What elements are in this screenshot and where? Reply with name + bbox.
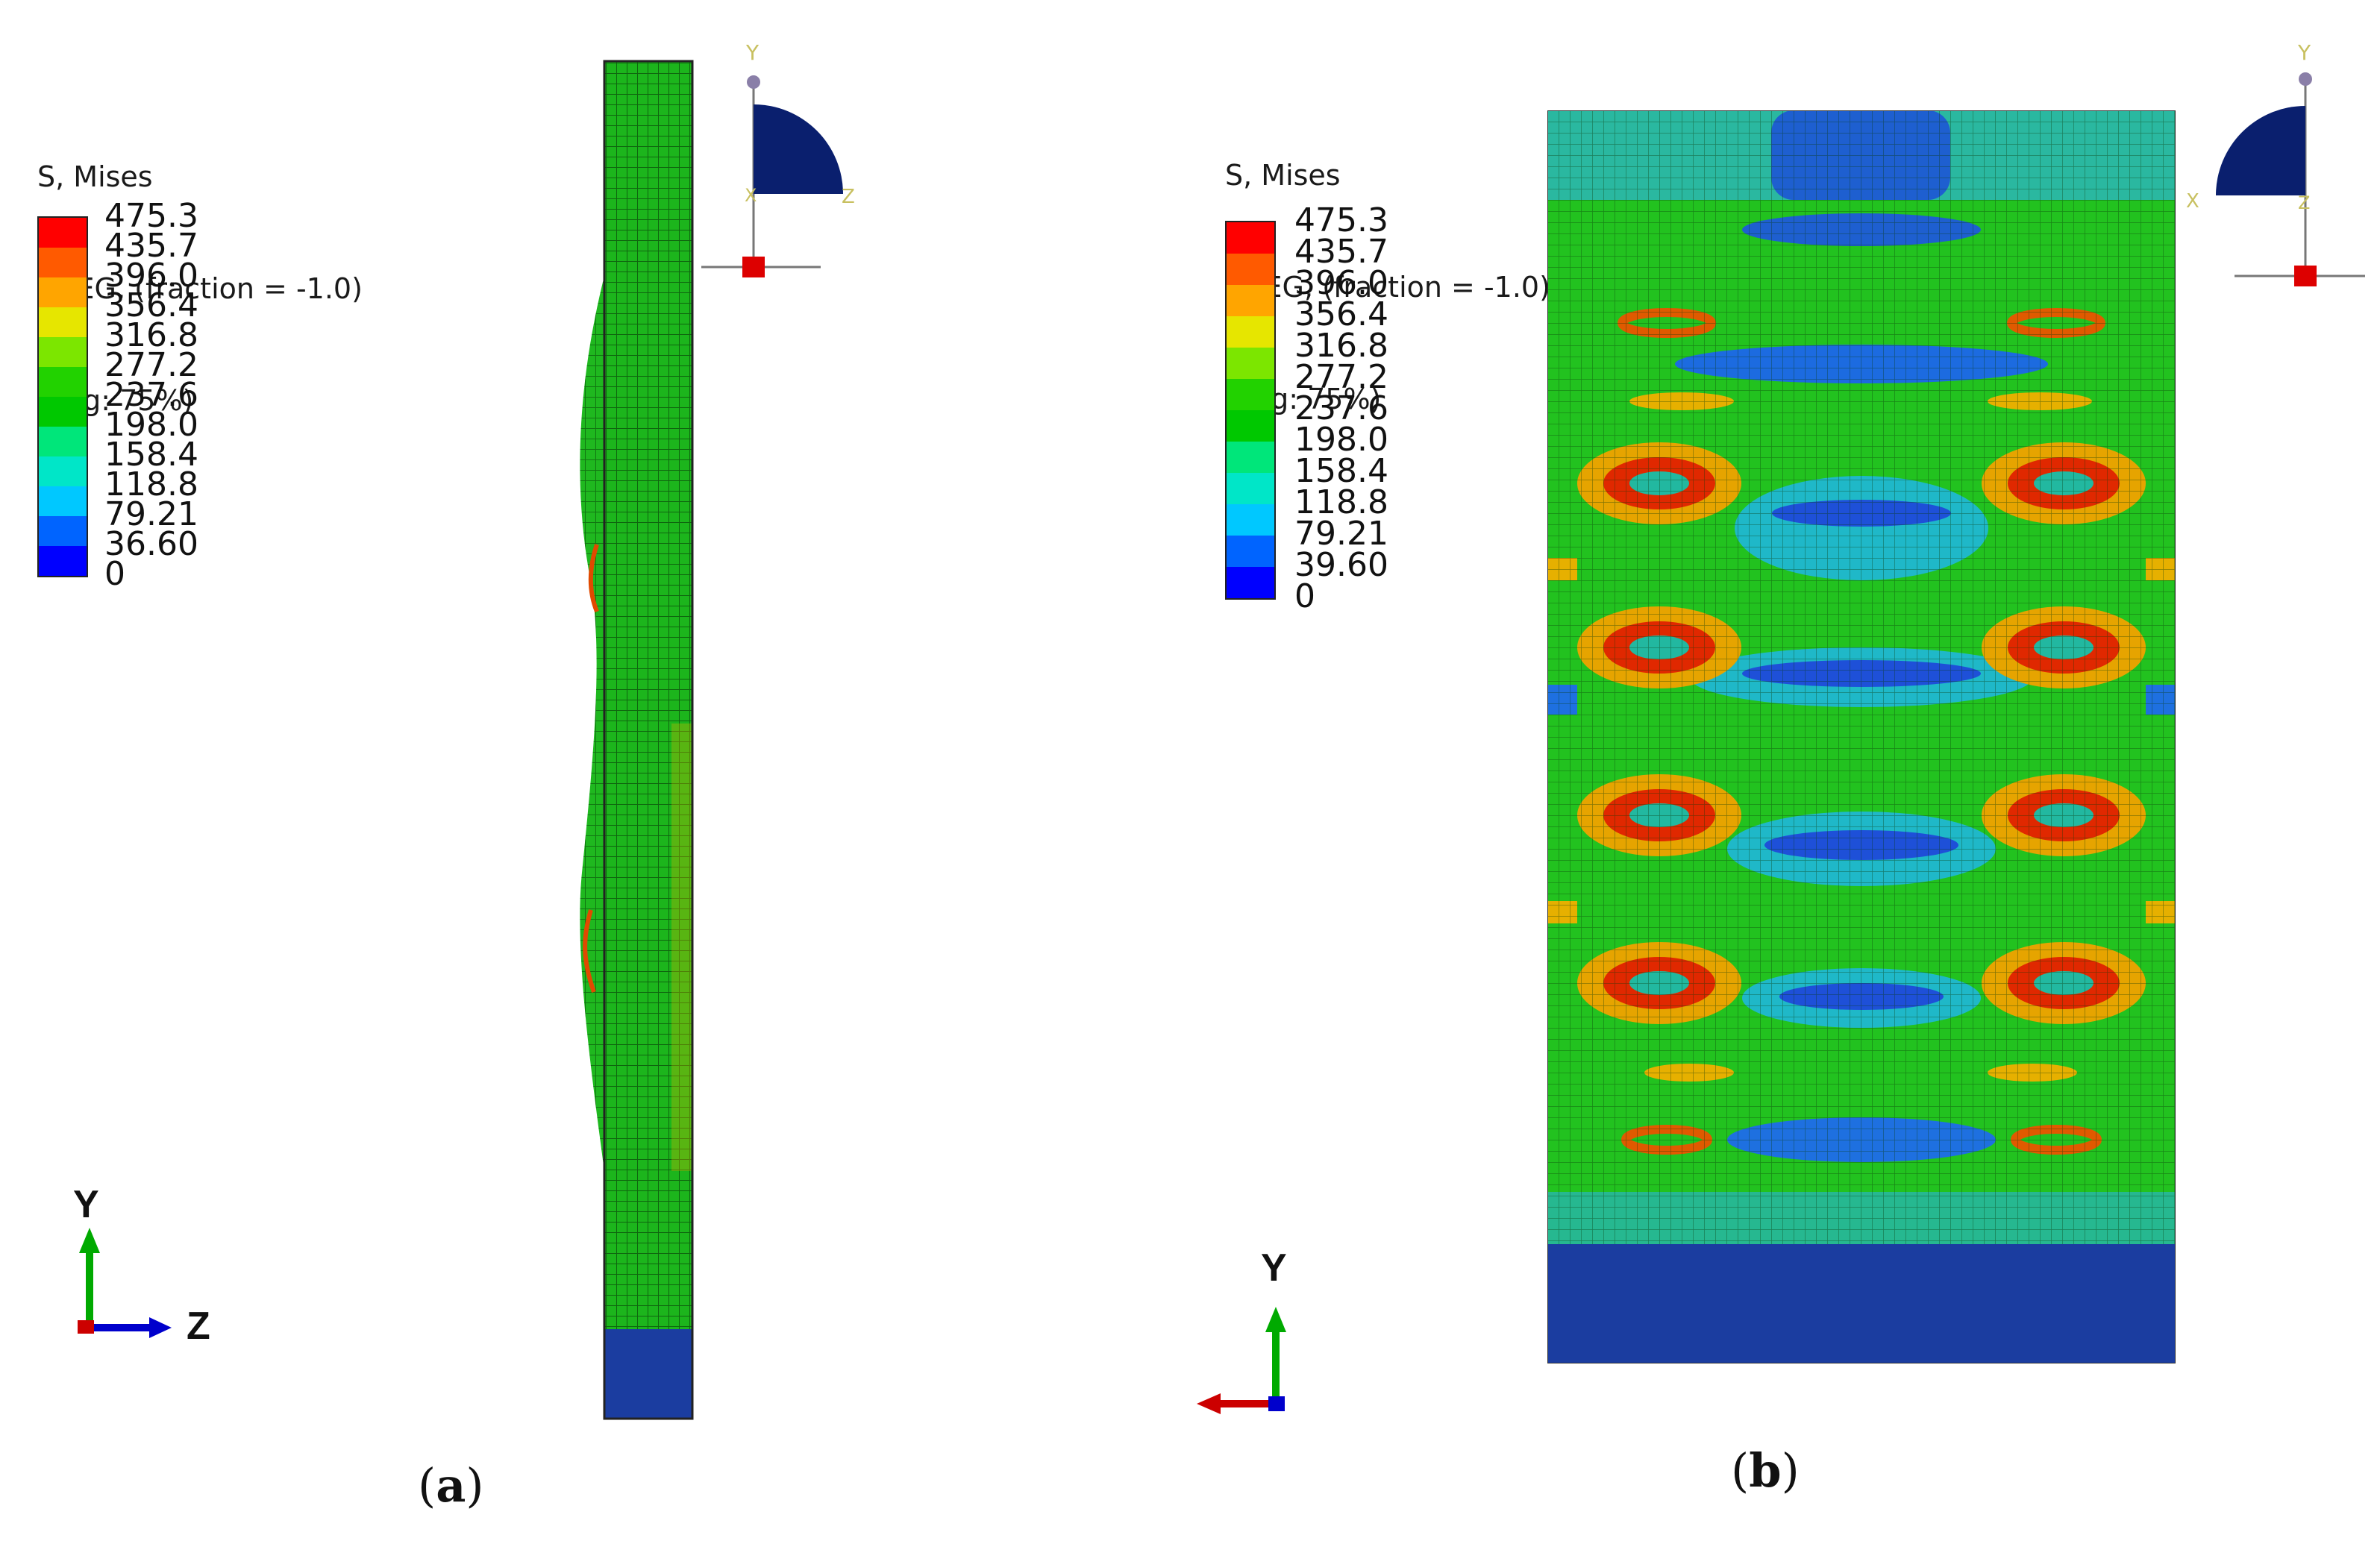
legend-value: 435.7 bbox=[104, 227, 198, 265]
view-label-z: Z bbox=[2298, 192, 2310, 213]
legend-value: 237.6 bbox=[1294, 389, 1388, 427]
legend-value: 237.6 bbox=[104, 376, 198, 414]
legend-value: 435.7 bbox=[1294, 233, 1388, 271]
view-label-x: X bbox=[2186, 190, 2199, 213]
legend-title-line: S, Mises bbox=[1225, 159, 1341, 192]
legend-value: 198.0 bbox=[104, 406, 198, 444]
legend-title-a: S, Mises SNEG, (fraction = -1.0) (Avg: 7… bbox=[37, 84, 363, 494]
legend-value: 277.2 bbox=[1294, 358, 1388, 396]
legend-value: 475.3 bbox=[1294, 201, 1388, 239]
legend-value: 316.8 bbox=[1294, 327, 1388, 365]
legend-value: 118.8 bbox=[1294, 483, 1388, 521]
legend-value: 79.21 bbox=[104, 495, 198, 533]
subfigure-label-a: (a) bbox=[418, 1458, 484, 1513]
view-label-x: X bbox=[745, 185, 757, 206]
legend-title-line: S, Mises bbox=[37, 160, 153, 193]
subfigure-label-b: (b) bbox=[1731, 1443, 1800, 1498]
legend-value: 118.8 bbox=[104, 465, 198, 503]
view-orientation-icon: Y X Z bbox=[2186, 40, 2365, 286]
coordinate-triad-a bbox=[78, 1228, 172, 1338]
triad-axis-label-y: Y bbox=[73, 1183, 99, 1226]
legend-value: 198.0 bbox=[1294, 421, 1388, 459]
legend-value: 0 bbox=[104, 555, 125, 593]
legend-value: 475.3 bbox=[104, 197, 198, 235]
legend-value: 316.8 bbox=[104, 316, 198, 354]
legend-value: 36.60 bbox=[104, 525, 198, 563]
legend-value: 396.0 bbox=[1294, 264, 1388, 302]
triad-axis-label-y: Y bbox=[1261, 1246, 1287, 1290]
legend-value: 158.4 bbox=[104, 436, 198, 474]
contour-legend-bar-b bbox=[1225, 221, 1276, 600]
legend-title-line: SNEG, (fraction = -1.0) bbox=[37, 272, 363, 305]
view-label-y: Y bbox=[2297, 40, 2311, 65]
legend-value: 39.60 bbox=[1294, 546, 1388, 584]
fe-model-side-view bbox=[580, 60, 694, 1420]
legend-value: 396.0 bbox=[104, 257, 198, 295]
fe-model-front-view bbox=[1547, 110, 2176, 1363]
view-orientation-icon: Y X Z bbox=[701, 40, 855, 277]
legend-value: 79.21 bbox=[1294, 515, 1388, 553]
triad-axis-label-z: Z bbox=[187, 1305, 210, 1348]
legend-value: 0 bbox=[1294, 577, 1315, 615]
legend-value: 356.4 bbox=[104, 286, 198, 324]
view-label-z: Z bbox=[842, 186, 855, 208]
contour-legend-bar-a bbox=[37, 216, 88, 577]
coordinate-triad-b bbox=[1197, 1307, 1286, 1414]
legend-value: 356.4 bbox=[1294, 295, 1388, 333]
view-label-y: Y bbox=[745, 40, 760, 65]
legend-value: 277.2 bbox=[104, 346, 198, 384]
legend-value: 158.4 bbox=[1294, 452, 1388, 490]
